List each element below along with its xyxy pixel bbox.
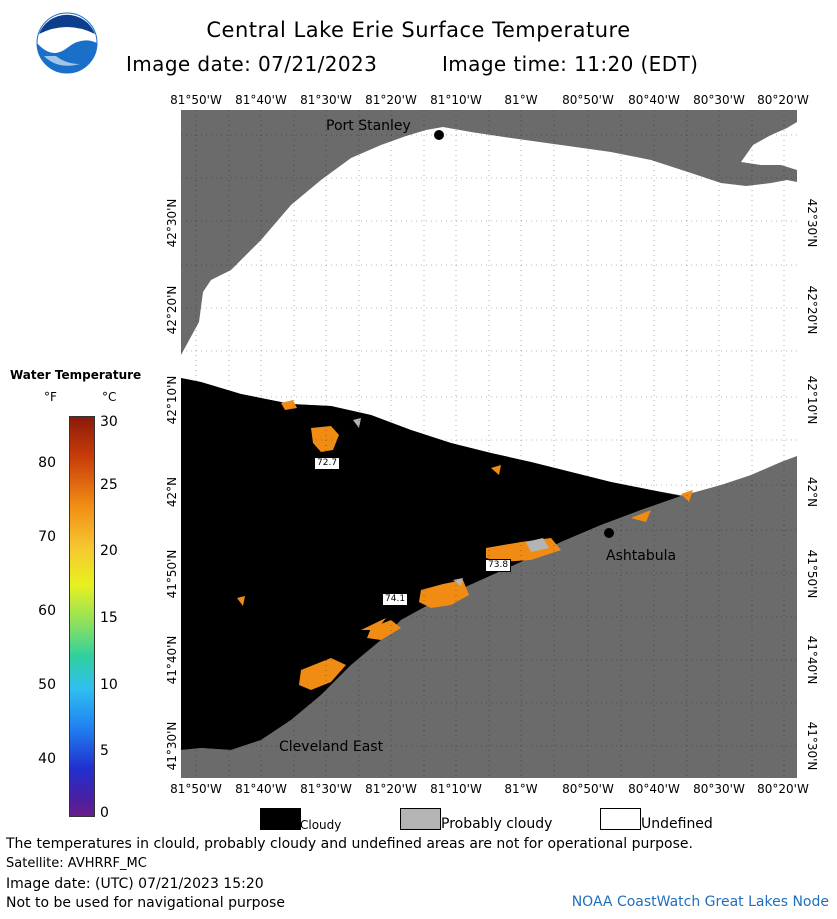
- lat-label-left: 41°40'N: [165, 635, 179, 685]
- lat-label-right: 42°N: [805, 476, 819, 508]
- south-shore: [181, 456, 797, 778]
- page-title: Central Lake Erie Surface Temperature: [206, 18, 631, 42]
- lat-label-right: 41°30'N: [805, 721, 819, 771]
- logo-text: NOAA: [50, 32, 84, 43]
- legend-tick-c: 10: [100, 677, 118, 693]
- key-probably-cloudy-swatch: [400, 808, 441, 830]
- legend-tick-f: 60: [38, 603, 56, 619]
- lon-label-top: 80°20'W: [757, 93, 809, 107]
- image-time: Image time: 11:20 (EDT): [442, 52, 699, 76]
- key-undefined-swatch: [600, 808, 641, 830]
- footer-credit[interactable]: NOAA CoastWatch Great Lakes Node: [571, 894, 829, 910]
- legend-colorbar: [69, 416, 95, 817]
- legend-unit-f: °F: [44, 390, 57, 404]
- legend-tick-c: 15: [100, 610, 118, 626]
- key-probably-cloudy-label: Probably cloudy: [441, 816, 553, 832]
- ashtabula-marker[interactable]: [604, 528, 614, 538]
- legend-tick-f: 40: [38, 751, 56, 767]
- legend-tick-f: 70: [38, 529, 56, 545]
- lon-label-bottom: 81°50'W: [170, 782, 222, 796]
- lon-label-bottom: 81°W: [504, 782, 538, 796]
- undefined-area: [181, 127, 797, 497]
- lon-label-top: 81°40'W: [235, 93, 287, 107]
- lon-label-top: 80°30'W: [693, 93, 745, 107]
- legend-tick-f: 80: [38, 455, 56, 471]
- lat-label-right: 41°40'N: [805, 635, 819, 685]
- lon-label-top: 81°30'W: [300, 93, 352, 107]
- lat-label-right: 42°10'N: [805, 375, 819, 425]
- legend-unit-c: °C: [102, 390, 117, 404]
- key-cloudy-label: Cloudy: [300, 818, 342, 832]
- lat-label-right: 42°20'N: [805, 285, 819, 335]
- legend-tick-f: 50: [38, 677, 56, 693]
- lat-label-left: 42°N: [165, 476, 179, 508]
- legend-tick-c: 30: [100, 414, 118, 430]
- footer-satellite: Satellite: AVHRRF_MC: [6, 856, 147, 871]
- lon-label-bottom: 81°20'W: [365, 782, 417, 796]
- lon-label-top: 80°50'W: [562, 93, 614, 107]
- footer-notice: The temperatures in clould, probably clo…: [6, 836, 693, 852]
- lon-label-top: 81°W: [504, 93, 538, 107]
- map-panel[interactable]: Port Stanley Ashtabula Cleveland East 72…: [181, 110, 797, 778]
- footer-utc-date: Image date: (UTC) 07/21/2023 15:20: [6, 876, 264, 892]
- lon-label-bottom: 80°20'W: [757, 782, 809, 796]
- footer-nav-warning: Not to be used for navigational purpose: [6, 895, 285, 911]
- legend-title: Water Temperature: [10, 368, 142, 382]
- place-port-stanley: Port Stanley: [326, 118, 411, 134]
- lat-label-left: 42°20'N: [165, 285, 179, 335]
- cloud-area: [181, 378, 681, 750]
- lon-label-top: 81°20'W: [365, 93, 417, 107]
- lat-label-right: 41°50'N: [805, 549, 819, 599]
- map-canvas: [181, 110, 797, 778]
- legend-tick-c: 5: [100, 743, 109, 759]
- key-undefined-label: Undefined: [641, 816, 713, 832]
- lon-label-top: 80°40'W: [628, 93, 680, 107]
- place-cleveland-east: Cleveland East: [279, 739, 384, 755]
- lat-label-right: 42°30'N: [805, 198, 819, 248]
- lon-label-bottom: 81°30'W: [300, 782, 352, 796]
- lon-label-bottom: 81°40'W: [235, 782, 287, 796]
- lon-label-bottom: 80°40'W: [628, 782, 680, 796]
- lat-label-left: 41°50'N: [165, 549, 179, 599]
- noaa-logo-icon: NOAA: [36, 12, 98, 74]
- legend-tick-c: 0: [100, 805, 109, 821]
- lat-label-left: 42°10'N: [165, 375, 179, 425]
- lon-label-top: 81°50'W: [170, 93, 222, 107]
- lon-label-top: 81°10'W: [430, 93, 482, 107]
- lon-label-bottom: 80°30'W: [693, 782, 745, 796]
- temp-label: 74.1: [382, 593, 409, 606]
- legend-tick-c: 25: [100, 477, 118, 493]
- inlet-area: [741, 122, 797, 170]
- key-cloudy-swatch: [260, 808, 301, 830]
- lat-label-left: 42°30'N: [165, 198, 179, 248]
- lon-label-bottom: 80°50'W: [562, 782, 614, 796]
- lat-label-left: 41°30'N: [165, 721, 179, 771]
- port-stanley-marker[interactable]: [434, 130, 444, 140]
- temp-label: 73.8: [485, 559, 512, 572]
- legend-tick-c: 20: [100, 543, 118, 559]
- image-date: Image date: 07/21/2023: [126, 52, 378, 76]
- temp-label: 72.7: [314, 457, 341, 470]
- place-ashtabula: Ashtabula: [606, 548, 677, 564]
- warm-water-patches: [237, 400, 693, 690]
- lon-label-bottom: 81°10'W: [430, 782, 482, 796]
